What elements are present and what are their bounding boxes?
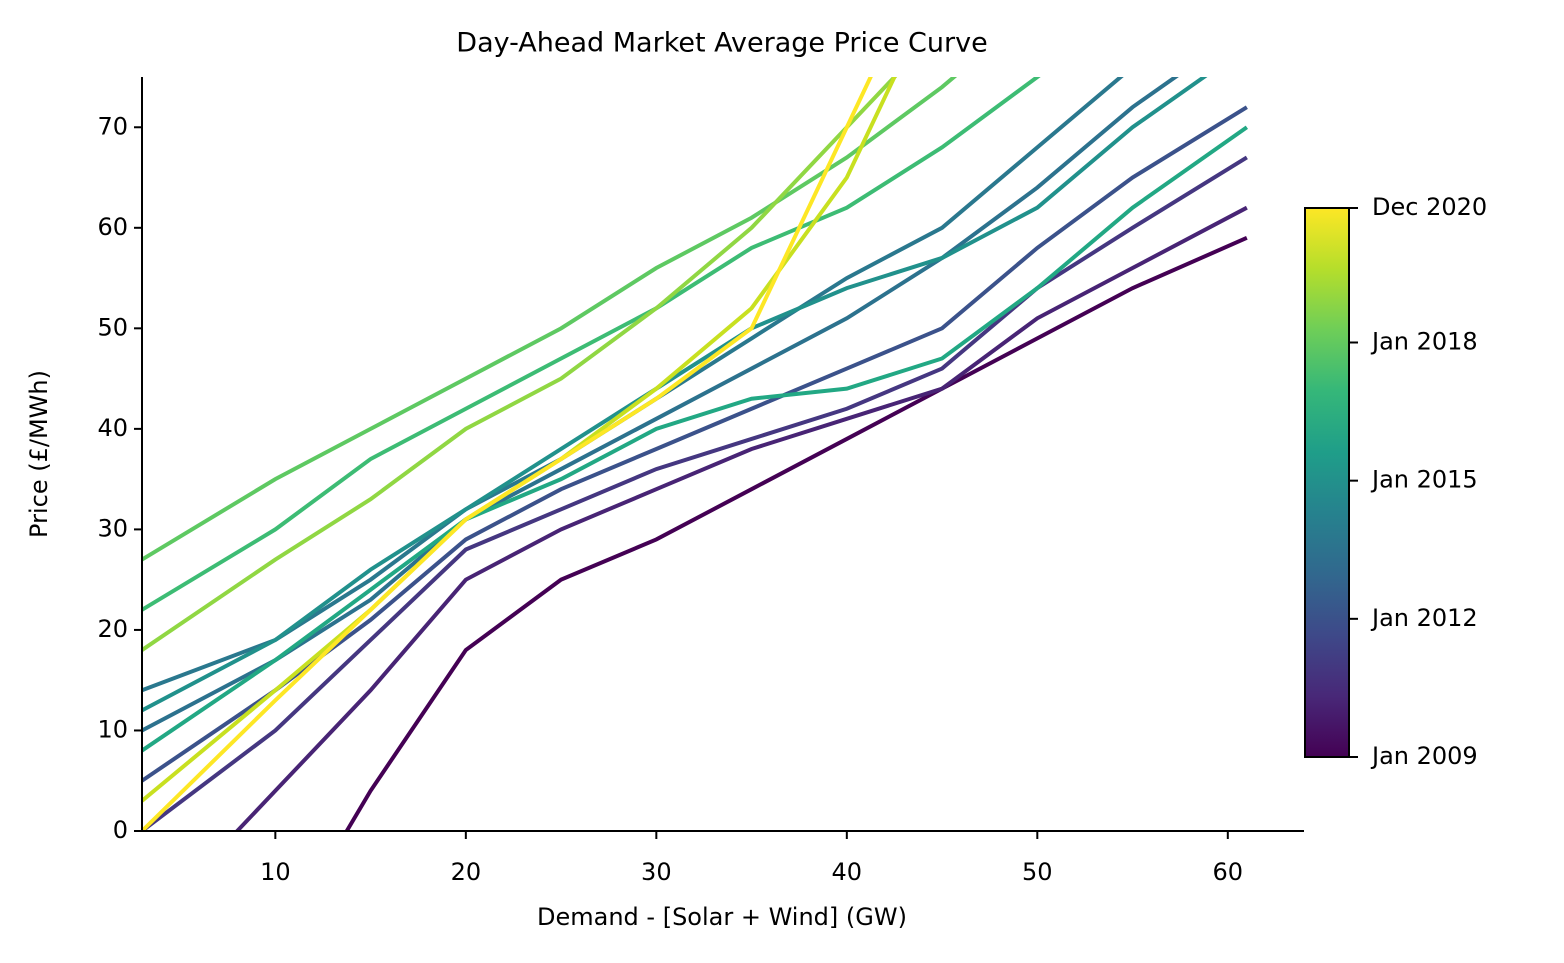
- colorbar-tick-label: Dec 2020: [1372, 193, 1487, 221]
- x-tick-label: 10: [260, 858, 291, 886]
- colorbar: [1304, 207, 1350, 758]
- price-curve: [344, 236, 1248, 831]
- y-tick-label: 30: [97, 514, 128, 542]
- y-tick-label: 10: [97, 715, 128, 743]
- y-tick-label: 60: [97, 213, 128, 241]
- price-curve: [142, 77, 1124, 693]
- price-curve: [142, 155, 1248, 831]
- colorbar-tick-label: Jan 2012: [1370, 604, 1478, 632]
- colorbar-tick-label: Jan 2015: [1370, 466, 1478, 494]
- colorbar-tick-label: Jan 2018: [1370, 327, 1478, 355]
- y-tick-label: 70: [97, 112, 128, 140]
- price-curve: [142, 125, 1249, 753]
- price-curve: [234, 205, 1248, 831]
- chart-title: Day-Ahead Market Average Price Curve: [456, 28, 987, 59]
- x-tick-label: 40: [832, 858, 863, 886]
- price-curve: [142, 77, 1179, 733]
- y-tick-label: 0: [113, 816, 128, 844]
- y-axis-label: Price (£/MWh): [25, 370, 53, 538]
- price-curve: [142, 77, 958, 562]
- price-curve: [142, 77, 1041, 612]
- y-tick-label: 50: [97, 313, 128, 341]
- price-curve: [142, 105, 1248, 783]
- y-tick-label: 20: [97, 615, 128, 643]
- x-tick-label: 60: [1213, 858, 1244, 886]
- x-tick-label: 50: [1022, 858, 1053, 886]
- price-curve: [142, 77, 1208, 713]
- x-tick-label: 30: [641, 858, 672, 886]
- x-tick-label: 20: [451, 858, 482, 886]
- colorbar-tick-label: Jan 2009: [1370, 742, 1478, 770]
- x-axis-label: Demand - [Solar + Wind] (GW): [537, 903, 907, 931]
- price-curve: [142, 77, 873, 831]
- price-curve: [142, 77, 898, 652]
- lines: [142, 77, 1249, 831]
- y-tick-label: 40: [97, 414, 128, 442]
